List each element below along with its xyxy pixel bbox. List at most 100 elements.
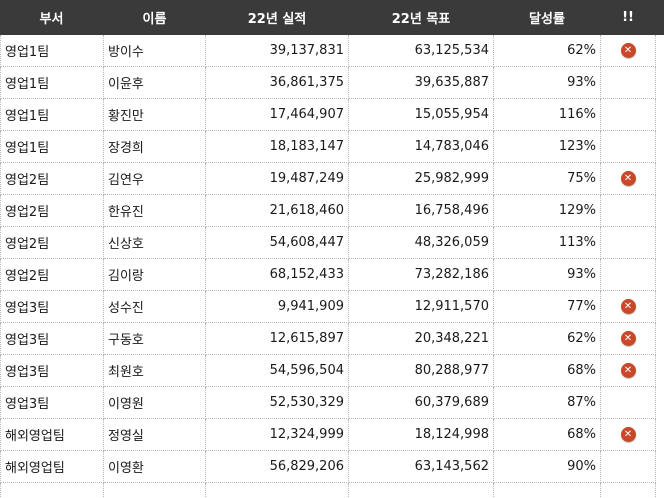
flag-cell[interactable]: ✕ — [601, 291, 656, 323]
target-cell[interactable]: 16,758,496 — [349, 195, 494, 227]
target-cell[interactable]: 12,911,570 — [349, 291, 494, 323]
empty-cell[interactable] — [601, 483, 656, 497]
target-cell[interactable]: 80,288,977 — [349, 355, 494, 387]
name-cell[interactable]: 방이수 — [104, 35, 206, 67]
empty-cell[interactable] — [494, 483, 601, 497]
target-cell[interactable]: 48,326,059 — [349, 227, 494, 259]
dept-cell[interactable]: 영업3팀 — [0, 355, 104, 387]
rate-cell[interactable]: 68% — [494, 355, 601, 387]
dept-cell[interactable]: 영업1팀 — [0, 67, 104, 99]
name-cell[interactable]: 장경희 — [104, 131, 206, 163]
empty-cell[interactable] — [0, 483, 104, 497]
rate-cell[interactable]: 123% — [494, 131, 601, 163]
actual-cell[interactable]: 39,137,831 — [206, 35, 349, 67]
rate-cell[interactable]: 90% — [494, 451, 601, 483]
name-cell[interactable]: 김연우 — [104, 163, 206, 195]
dept-cell[interactable]: 영업2팀 — [0, 259, 104, 291]
target-cell[interactable]: 73,282,186 — [349, 259, 494, 291]
actual-cell[interactable]: 56,829,206 — [206, 451, 349, 483]
rate-cell[interactable]: 113% — [494, 227, 601, 259]
target-cell[interactable]: 25,982,999 — [349, 163, 494, 195]
header-actual[interactable]: 22년 실적 — [206, 0, 349, 35]
table-row: 영업3팀 이영원 52,530,329 60,379,689 87% — [0, 387, 664, 419]
actual-cell[interactable]: 9,941,909 — [206, 291, 349, 323]
target-cell[interactable]: 60,379,689 — [349, 387, 494, 419]
name-cell[interactable]: 최원호 — [104, 355, 206, 387]
flag-cell[interactable] — [601, 227, 656, 259]
name-cell[interactable]: 신상호 — [104, 227, 206, 259]
name-cell[interactable]: 이영원 — [104, 387, 206, 419]
actual-cell[interactable]: 17,464,907 — [206, 99, 349, 131]
name-cell[interactable]: 구동호 — [104, 323, 206, 355]
dept-cell[interactable]: 영업3팀 — [0, 387, 104, 419]
name-cell[interactable]: 이윤후 — [104, 67, 206, 99]
flag-cell[interactable] — [601, 67, 656, 99]
header-flag[interactable]: !! — [601, 0, 656, 35]
target-cell[interactable]: 15,055,954 — [349, 99, 494, 131]
actual-cell[interactable]: 12,615,897 — [206, 323, 349, 355]
flag-cell[interactable]: ✕ — [601, 35, 656, 67]
actual-cell[interactable]: 12,324,999 — [206, 419, 349, 451]
target-cell[interactable]: 63,125,534 — [349, 35, 494, 67]
flag-cell[interactable] — [601, 451, 656, 483]
rate-cell[interactable]: 68% — [494, 419, 601, 451]
target-cell[interactable]: 39,635,887 — [349, 67, 494, 99]
rate-cell[interactable]: 93% — [494, 259, 601, 291]
flag-cell[interactable] — [601, 99, 656, 131]
empty-cell[interactable] — [104, 483, 206, 497]
actual-cell[interactable]: 54,608,447 — [206, 227, 349, 259]
rate-cell[interactable]: 75% — [494, 163, 601, 195]
header-name[interactable]: 이름 — [104, 0, 206, 35]
name-cell[interactable]: 성수진 — [104, 291, 206, 323]
dept-cell[interactable]: 영업3팀 — [0, 291, 104, 323]
rate-cell[interactable]: 129% — [494, 195, 601, 227]
actual-cell[interactable]: 18,183,147 — [206, 131, 349, 163]
header-dept[interactable]: 부서 — [0, 0, 104, 35]
dept-cell[interactable]: 해외영업팀 — [0, 451, 104, 483]
flag-cell[interactable]: ✕ — [601, 355, 656, 387]
x-circle-icon: ✕ — [620, 427, 636, 442]
rate-cell[interactable]: 116% — [494, 99, 601, 131]
dept-cell[interactable]: 영업2팀 — [0, 195, 104, 227]
flag-cell[interactable]: ✕ — [601, 323, 656, 355]
name-cell[interactable]: 정영실 — [104, 419, 206, 451]
flag-cell[interactable] — [601, 195, 656, 227]
header-rate[interactable]: 달성률 — [494, 0, 601, 35]
actual-cell[interactable]: 54,596,504 — [206, 355, 349, 387]
dept-cell[interactable]: 영업2팀 — [0, 227, 104, 259]
flag-cell[interactable] — [601, 131, 656, 163]
actual-cell[interactable]: 21,618,460 — [206, 195, 349, 227]
flag-cell[interactable] — [601, 259, 656, 291]
target-cell[interactable]: 18,124,998 — [349, 419, 494, 451]
rate-cell[interactable]: 77% — [494, 291, 601, 323]
dept-cell[interactable]: 영업1팀 — [0, 131, 104, 163]
dept-cell[interactable]: 영업3팀 — [0, 323, 104, 355]
dept-cell[interactable]: 영업1팀 — [0, 99, 104, 131]
flag-cell[interactable]: ✕ — [601, 163, 656, 195]
target-cell[interactable]: 14,783,046 — [349, 131, 494, 163]
name-cell[interactable]: 황진만 — [104, 99, 206, 131]
actual-cell[interactable]: 68,152,433 — [206, 259, 349, 291]
flag-cell[interactable] — [601, 387, 656, 419]
rate-cell[interactable]: 87% — [494, 387, 601, 419]
name-cell[interactable]: 김이랑 — [104, 259, 206, 291]
table-row: 해외영업팀 이영환 56,829,206 63,143,562 90% — [0, 451, 664, 483]
actual-cell[interactable]: 36,861,375 — [206, 67, 349, 99]
rate-cell[interactable]: 62% — [494, 323, 601, 355]
dept-cell[interactable]: 해외영업팀 — [0, 419, 104, 451]
rate-cell[interactable]: 93% — [494, 67, 601, 99]
name-cell[interactable]: 이영환 — [104, 451, 206, 483]
dept-cell[interactable]: 영업2팀 — [0, 163, 104, 195]
flag-cell[interactable]: ✕ — [601, 419, 656, 451]
rate-cell[interactable]: 62% — [494, 35, 601, 67]
actual-cell[interactable]: 52,530,329 — [206, 387, 349, 419]
table-row: 영업2팀 김연우 19,487,249 25,982,999 75% ✕ — [0, 163, 664, 195]
target-cell[interactable]: 20,348,221 — [349, 323, 494, 355]
actual-cell[interactable]: 19,487,249 — [206, 163, 349, 195]
header-target[interactable]: 22년 목표 — [349, 0, 494, 35]
empty-cell[interactable] — [349, 483, 494, 497]
empty-cell[interactable] — [206, 483, 349, 497]
target-cell[interactable]: 63,143,562 — [349, 451, 494, 483]
dept-cell[interactable]: 영업1팀 — [0, 35, 104, 67]
name-cell[interactable]: 한유진 — [104, 195, 206, 227]
